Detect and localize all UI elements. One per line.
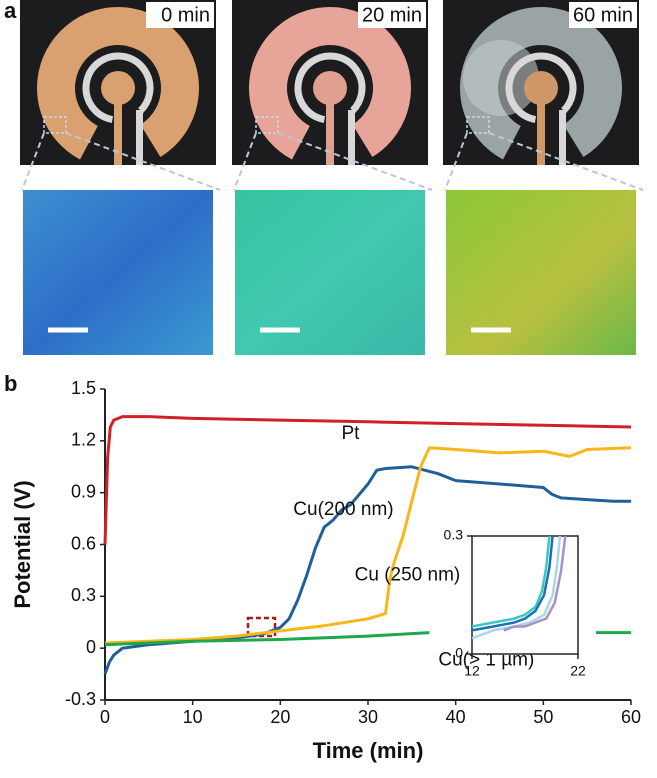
series-label: Pt xyxy=(341,423,360,444)
corrosion xyxy=(463,40,539,116)
series-line xyxy=(471,535,554,632)
y-tick-label: 0.6 xyxy=(71,533,96,553)
lead xyxy=(114,88,122,165)
panel-label: b xyxy=(4,371,17,396)
time-label: 20 min xyxy=(362,4,422,26)
zoom-line xyxy=(233,132,257,191)
x-tick-label: 12 xyxy=(464,663,480,679)
roi xyxy=(255,116,279,134)
center-disc xyxy=(524,71,558,105)
zoom-line xyxy=(444,132,468,191)
panel-label: a xyxy=(4,0,17,23)
y-tick-label: 0.9 xyxy=(71,481,96,501)
series-line xyxy=(104,631,631,647)
lead xyxy=(136,110,143,165)
lead xyxy=(559,110,566,165)
y-tick-label: 0.3 xyxy=(444,527,464,543)
zoom-box xyxy=(246,616,277,638)
series-label: Cu (250 nm) xyxy=(355,565,461,586)
roi xyxy=(43,116,67,134)
x-tick-label: 20 xyxy=(270,707,290,727)
series-line xyxy=(503,535,567,632)
y-tick-label: 0.3 xyxy=(71,585,96,605)
roi xyxy=(466,116,490,134)
label-box xyxy=(569,2,637,28)
inner-ring xyxy=(82,52,154,124)
x-tick-label: 50 xyxy=(533,707,553,727)
zoom-line xyxy=(65,132,221,191)
series-label: Cu(200 nm) xyxy=(293,499,393,520)
y-tick-label: 0 xyxy=(455,645,463,661)
lead xyxy=(537,88,545,165)
label-box xyxy=(358,2,426,28)
x-tick-label: 10 xyxy=(183,707,203,727)
y-tick-label: 0 xyxy=(86,637,96,657)
y-tick-label: 1.2 xyxy=(71,430,96,450)
time-label: 0 min xyxy=(161,4,210,26)
x-axis-title: Time (min) xyxy=(313,738,424,763)
electrode-ring xyxy=(249,6,411,169)
x-tick-label: 22 xyxy=(570,663,586,679)
electrode-ring xyxy=(36,6,199,169)
inset-frame xyxy=(471,535,579,655)
zoom-line xyxy=(21,132,45,191)
lead xyxy=(348,110,355,165)
inner-ring xyxy=(505,52,577,124)
center-disc xyxy=(101,71,135,105)
label-box xyxy=(146,2,214,28)
center-disc xyxy=(313,71,347,105)
x-tick-label: 0 xyxy=(100,707,110,727)
zoom-line xyxy=(277,132,433,191)
x-tick-label: 40 xyxy=(446,707,466,727)
series-line xyxy=(104,446,632,645)
lead xyxy=(326,88,334,165)
y-tick-label: -0.3 xyxy=(65,689,96,709)
x-tick-label: 60 xyxy=(621,707,641,727)
y-tick-label: 1.5 xyxy=(71,378,96,398)
zoom-line xyxy=(488,132,644,191)
series-line xyxy=(471,535,551,628)
series-line xyxy=(103,415,632,545)
y-axis-title: Potential (V) xyxy=(10,480,35,608)
x-tick-label: 30 xyxy=(358,707,378,727)
series-line xyxy=(471,535,562,640)
time-label: 60 min xyxy=(573,4,633,26)
